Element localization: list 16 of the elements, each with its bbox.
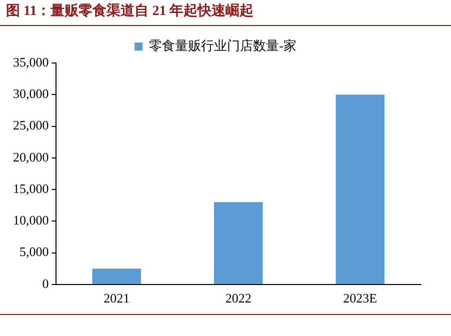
x-tick-label: 2023E — [343, 290, 378, 306]
y-tick-label: 20,000 — [13, 149, 49, 164]
bar — [214, 202, 263, 284]
x-tick-label: 2022 — [225, 290, 252, 306]
y-tick-label: 10,000 — [13, 212, 49, 228]
bar — [92, 268, 141, 284]
y-tick-label: 30,000 — [13, 86, 49, 102]
y-tick-label: 25,000 — [13, 118, 49, 133]
legend-label: 零食量贩行业门店数量-家 — [149, 38, 296, 53]
y-tick-label: 5,000 — [20, 244, 49, 260]
x-tick-label: 2021 — [104, 290, 130, 306]
bar — [336, 94, 384, 284]
chart-title: 图 11：量贩零食渠道自 21 年起快速崛起 — [0, 0, 451, 26]
y-tick-label: 15,000 — [13, 180, 49, 196]
y-tick-label: 35,000 — [13, 54, 49, 70]
y-tick-label: 0 — [42, 276, 49, 291]
